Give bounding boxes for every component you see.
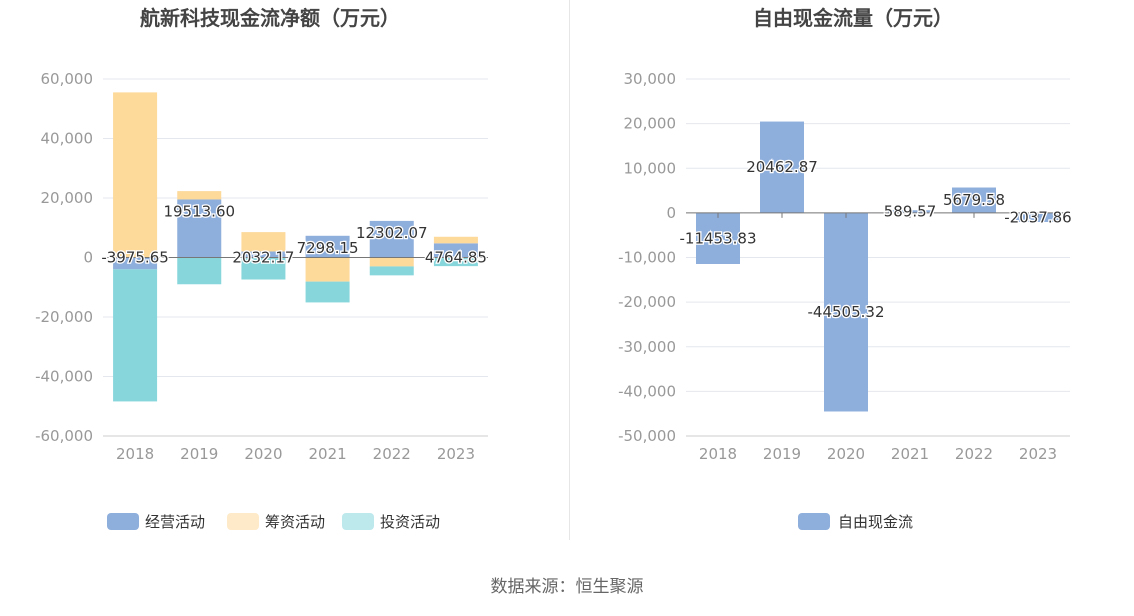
right-x-tick-label: 2020 [827, 445, 865, 463]
left-y-tick-label: 0 [83, 249, 93, 267]
left-bar-segment [113, 257, 158, 270]
left-y-tick-label: -20,000 [35, 308, 93, 326]
right-legend-swatch [798, 513, 830, 530]
left-data-label: 2032.17 [232, 249, 294, 267]
left-x-tick-label: 2018 [116, 445, 154, 463]
left-data-label: 12302.07 [356, 224, 428, 242]
right-bar [824, 212, 868, 412]
right-y-tick-label: 10,000 [624, 159, 677, 177]
left-bar-segment [305, 257, 350, 282]
left-data-label: -3975.65 [101, 249, 168, 267]
right-data-label: -11453.83 [680, 229, 757, 247]
right-y-tick-label: -30,000 [618, 338, 676, 356]
left-x-tick-label: 2020 [244, 445, 282, 463]
right-x-tick-label: 2019 [763, 445, 801, 463]
right-y-tick-label: 30,000 [624, 70, 677, 88]
left-bar-segment [433, 243, 478, 258]
left-bar-segment [241, 232, 286, 252]
left-chart-title: 航新科技现金流净额（万元） [140, 6, 400, 30]
left-legend-label: 筹资活动 [265, 513, 325, 531]
left-x-tick-label: 2022 [373, 445, 411, 463]
left-y-tick-label: 40,000 [41, 130, 94, 148]
right-data-label: -44505.32 [808, 303, 885, 321]
right-legend-label: 自由现金流 [838, 513, 913, 531]
right-data-label: 589.57 [884, 203, 937, 221]
left-legend-swatch [107, 513, 139, 530]
data-source-note: 数据来源：恒生聚源 [490, 577, 644, 597]
right-y-tick-label: -10,000 [618, 249, 676, 267]
left-bar-segment [305, 281, 350, 303]
left-bar-segment [177, 199, 222, 258]
left-bar-segment [177, 257, 222, 285]
right-data-label: -2037.86 [1004, 208, 1071, 226]
left-bar-segment [113, 269, 158, 402]
left-legend-label: 投资活动 [380, 513, 440, 531]
right-bar [888, 210, 932, 213]
left-y-tick-label: -40,000 [35, 368, 93, 386]
right-x-tick-label: 2022 [955, 445, 993, 463]
right-x-tick-label: 2018 [699, 445, 737, 463]
left-y-tick-label: -60,000 [35, 427, 93, 445]
left-y-tick-label: 20,000 [41, 189, 94, 207]
right-y-tick-label: -40,000 [618, 382, 676, 400]
left-bar-segment [433, 236, 478, 244]
left-legend-swatch [342, 513, 374, 530]
left-bar-segment [305, 235, 350, 258]
left-bar-segment [369, 220, 414, 258]
left-bar-segment [241, 257, 286, 280]
left-y-tick-label: 60,000 [41, 70, 94, 88]
left-bar-segment [241, 251, 286, 258]
right-y-tick-label: 20,000 [624, 115, 677, 133]
left-data-label: 19513.60 [163, 202, 235, 220]
right-y-tick-label: -20,000 [618, 293, 676, 311]
right-x-tick-label: 2023 [1019, 445, 1057, 463]
left-x-tick-label: 2023 [437, 445, 475, 463]
right-data-label: 20462.87 [746, 158, 818, 176]
right-bar [696, 212, 740, 264]
left-x-tick-label: 2019 [180, 445, 218, 463]
left-data-label: 7298.15 [297, 239, 359, 257]
right-y-tick-label: -50,000 [618, 427, 676, 445]
right-data-label: 5679.58 [943, 191, 1005, 209]
left-x-tick-label: 2021 [308, 445, 346, 463]
right-y-tick-label: 0 [666, 204, 676, 222]
right-x-tick-label: 2021 [891, 445, 929, 463]
left-bar-segment [177, 191, 222, 200]
left-data-label: 4764.85 [425, 249, 487, 267]
left-bar-segment [113, 92, 158, 258]
right-bar [760, 121, 804, 213]
left-legend-swatch [227, 513, 259, 530]
right-chart-title: 自由现金流量（万元） [753, 6, 953, 30]
left-bar-segment [369, 257, 414, 267]
right-bar [952, 187, 996, 213]
left-bar-segment [433, 257, 478, 267]
left-bar-segment [369, 266, 414, 276]
panel-divider [569, 0, 570, 540]
left-legend-label: 经营活动 [145, 513, 205, 531]
